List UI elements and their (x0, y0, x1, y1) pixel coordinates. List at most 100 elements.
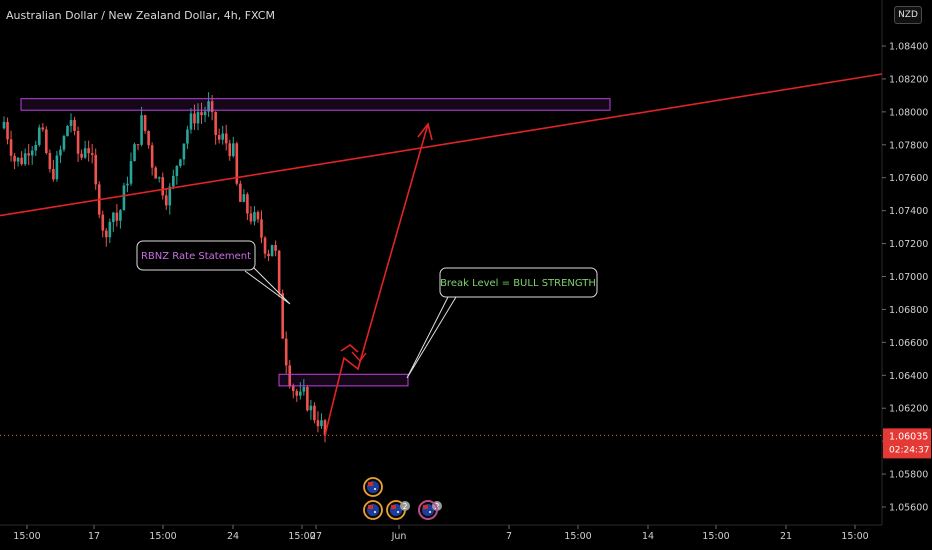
candle-body (263, 237, 267, 254)
chart-title: Australian Dollar / New Zealand Dollar, … (6, 9, 275, 22)
candle-body (306, 386, 309, 411)
candle (246, 192, 249, 220)
candle-body (94, 154, 98, 185)
candle-body (161, 177, 165, 196)
candle (196, 103, 200, 131)
event-marker[interactable] (363, 477, 383, 497)
candle (172, 169, 175, 190)
candle (157, 176, 161, 183)
candle (140, 106, 143, 147)
candle (126, 176, 129, 193)
candle-body (214, 112, 217, 136)
price-tick-label: 1.07000 (889, 272, 928, 283)
candle (260, 210, 263, 244)
projection-path (324, 123, 429, 436)
candle (73, 116, 76, 136)
candle (115, 204, 119, 227)
candle-body (231, 143, 235, 157)
candle (274, 240, 277, 257)
candle (316, 411, 320, 433)
candle (48, 149, 52, 173)
candle-body (221, 133, 225, 140)
candle-body (112, 212, 115, 223)
candle-body (295, 391, 299, 396)
time-tick-label: Jun (391, 531, 407, 542)
candle-body (288, 365, 292, 386)
flag-icon-star (374, 488, 376, 490)
price-tick-label: 1.07600 (889, 173, 928, 184)
price-tick-label: 1.07800 (889, 140, 928, 151)
candle (133, 142, 136, 162)
candle (147, 130, 150, 149)
candle-body (129, 161, 133, 184)
candle (239, 180, 242, 203)
candle (217, 128, 221, 144)
candle-body (228, 143, 232, 157)
candle-body (284, 338, 288, 366)
candle-body (267, 253, 270, 257)
break-zone (278, 373, 409, 387)
candle-body (256, 212, 260, 220)
candle (235, 141, 239, 186)
price-tick-label: 1.05600 (889, 503, 928, 514)
break-callout-label: Break Level = BULL STRENGTH (440, 278, 596, 289)
candle (161, 172, 165, 200)
candle (87, 140, 90, 162)
candle-body (16, 157, 20, 162)
currency-button[interactable]: NZD (894, 6, 922, 24)
event-count-label: 2 (403, 502, 408, 511)
candle (179, 158, 182, 168)
candle-body (253, 212, 256, 222)
candle (76, 126, 80, 163)
flag-icon-star (429, 511, 431, 513)
time-tick-label: 14 (642, 531, 654, 542)
candle (122, 182, 126, 211)
candle (59, 145, 62, 164)
candle (277, 249, 281, 298)
candle-body (207, 101, 210, 112)
candle-body (52, 169, 55, 180)
candle (242, 189, 246, 203)
flag-icon-canton (423, 505, 428, 509)
candle (9, 130, 13, 162)
candle (295, 388, 299, 402)
price-tick-label: 1.06800 (889, 305, 928, 316)
candle-body (309, 405, 313, 411)
candle-body (140, 115, 143, 145)
candle (253, 206, 256, 226)
candle (6, 117, 9, 145)
candle-body (62, 136, 66, 150)
bar-countdown-label: 02:24:37 (889, 445, 929, 455)
time-tick-label: 27 (310, 531, 322, 542)
candle (112, 211, 115, 232)
candle-body (323, 420, 327, 436)
candle-body (270, 245, 274, 257)
candle-body (186, 129, 189, 144)
time-tick-label: 15:00 (13, 531, 40, 542)
event-count-badge (400, 501, 410, 511)
candle-body (136, 144, 140, 146)
candle-body (13, 155, 16, 162)
candle-body (313, 405, 316, 421)
event-marker[interactable]: 2 (386, 500, 410, 520)
time-tick-label: 15:00 (288, 531, 315, 542)
flag-icon-star (374, 511, 376, 513)
projection-arrowhead-small (340, 343, 359, 353)
candle-body (196, 112, 200, 124)
candle-body (126, 183, 129, 186)
candle (189, 108, 193, 134)
candle-body (193, 113, 196, 124)
price-tick-label: 1.06400 (889, 371, 928, 382)
current-price-badge (883, 428, 931, 459)
candle (108, 218, 112, 244)
candle (200, 102, 203, 124)
event-marker[interactable] (363, 500, 383, 520)
candle-body (55, 155, 59, 180)
candle (119, 209, 122, 229)
candle (66, 125, 69, 137)
price-tick-label: 1.08200 (889, 74, 928, 85)
time-tick-label: 21 (780, 531, 792, 542)
projection-arrowhead-mid (351, 351, 367, 363)
candle-body (291, 385, 295, 392)
